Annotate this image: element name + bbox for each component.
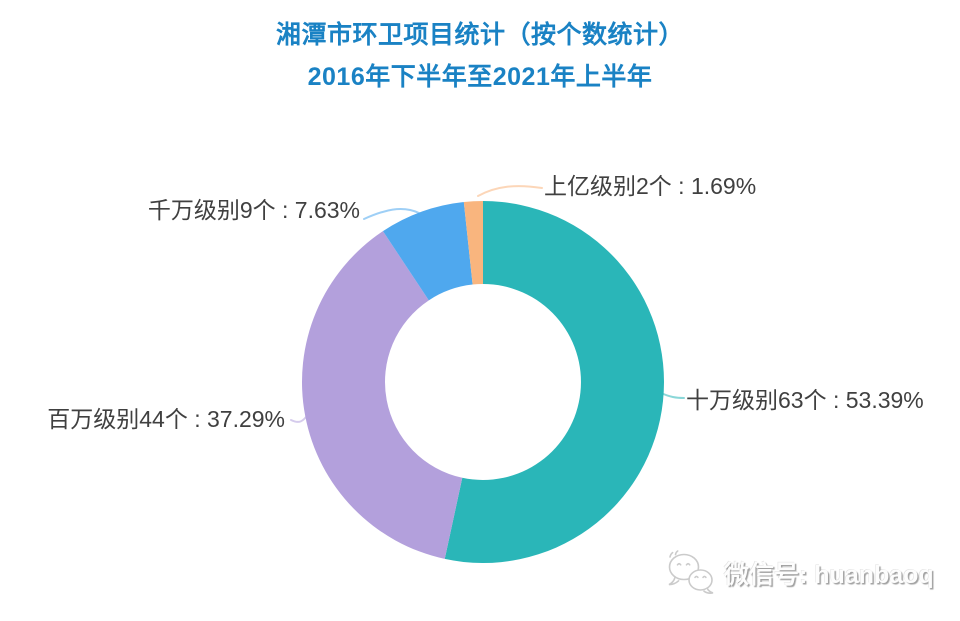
slice-label-baiwan: 百万级别44个 : 37.29% <box>47 406 285 432</box>
pie-slice-3 <box>382 202 473 301</box>
leader-line-qianwan <box>363 208 420 220</box>
wechat-icon <box>668 550 714 595</box>
pie-slice-4 <box>463 201 483 285</box>
watermark: 微信号: huanbaoq <box>663 549 934 597</box>
donut-slices <box>302 201 665 563</box>
chart-title: 湘潭市环卫项目统计（按个数统计） <box>275 21 684 49</box>
pie-slice-2 <box>302 231 463 559</box>
leader-line-shiwan <box>660 392 685 399</box>
slice-label-qianwan: 千万级别9个 : 7.63% <box>147 197 360 223</box>
leader-line-shangyi <box>477 185 543 197</box>
pie-slice-1 <box>444 201 665 563</box>
chart-subtitle: 2016年下半年至2021年上半年 <box>307 63 653 91</box>
leader-line-baiwan <box>290 412 310 423</box>
watermark-text: 微信号: huanbaoq <box>724 561 934 589</box>
slice-label-shangyi: 上亿级别2个 : 1.69% <box>544 173 757 199</box>
slice-label-shiwan: 十万级别63个 : 53.39% <box>686 387 924 413</box>
